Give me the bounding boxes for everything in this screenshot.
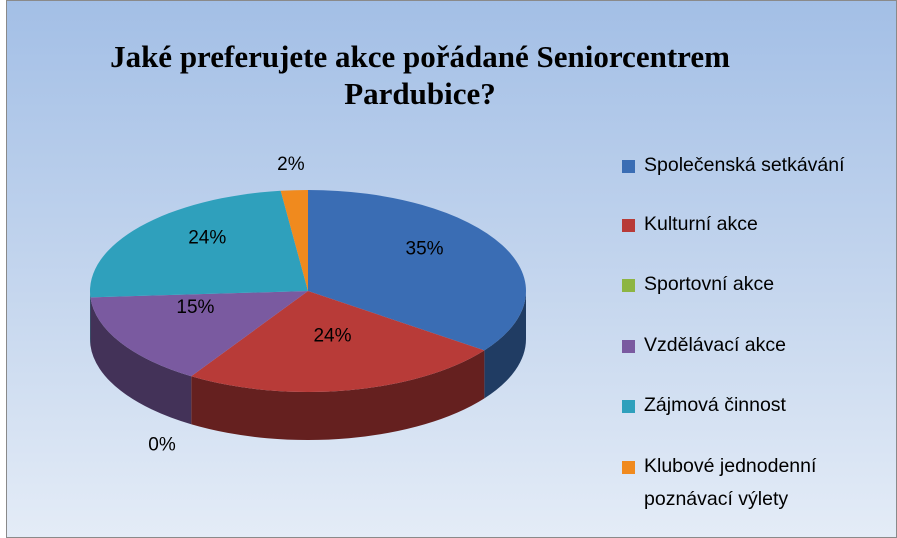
legend-label: Společenská setkávání bbox=[644, 154, 845, 176]
slice bbox=[191, 291, 485, 393]
legend-label: Klubové jednodenní poznávací výlety bbox=[644, 455, 817, 510]
data-label: 24% bbox=[313, 326, 351, 347]
legend-swatch bbox=[622, 160, 635, 173]
legend-swatch bbox=[622, 340, 635, 353]
chart-title: Jaké preferujete akce pořádané Seniorcen… bbox=[110, 39, 730, 111]
slice bbox=[90, 190, 308, 298]
legend-label: Kulturní akce bbox=[644, 213, 758, 235]
legend-swatch bbox=[622, 400, 635, 413]
legend-label: Sportovní akce bbox=[644, 273, 775, 295]
data-label: 15% bbox=[176, 297, 214, 318]
data-label: 0% bbox=[148, 435, 176, 456]
slice-side bbox=[484, 291, 526, 399]
data-label: 2% bbox=[277, 154, 305, 175]
slice-side bbox=[191, 350, 485, 440]
slice bbox=[308, 190, 526, 351]
legend-label: Vzdělávací akce bbox=[644, 334, 786, 356]
slice bbox=[90, 291, 308, 377]
legend-swatch bbox=[622, 279, 635, 292]
legend-label: Zájmová činnost bbox=[644, 394, 786, 416]
slice-side bbox=[90, 297, 192, 425]
data-label: 35% bbox=[406, 239, 444, 260]
legend-swatch bbox=[622, 219, 635, 232]
legend-swatch bbox=[622, 461, 635, 474]
data-label: 24% bbox=[188, 227, 226, 248]
slice bbox=[280, 190, 308, 291]
